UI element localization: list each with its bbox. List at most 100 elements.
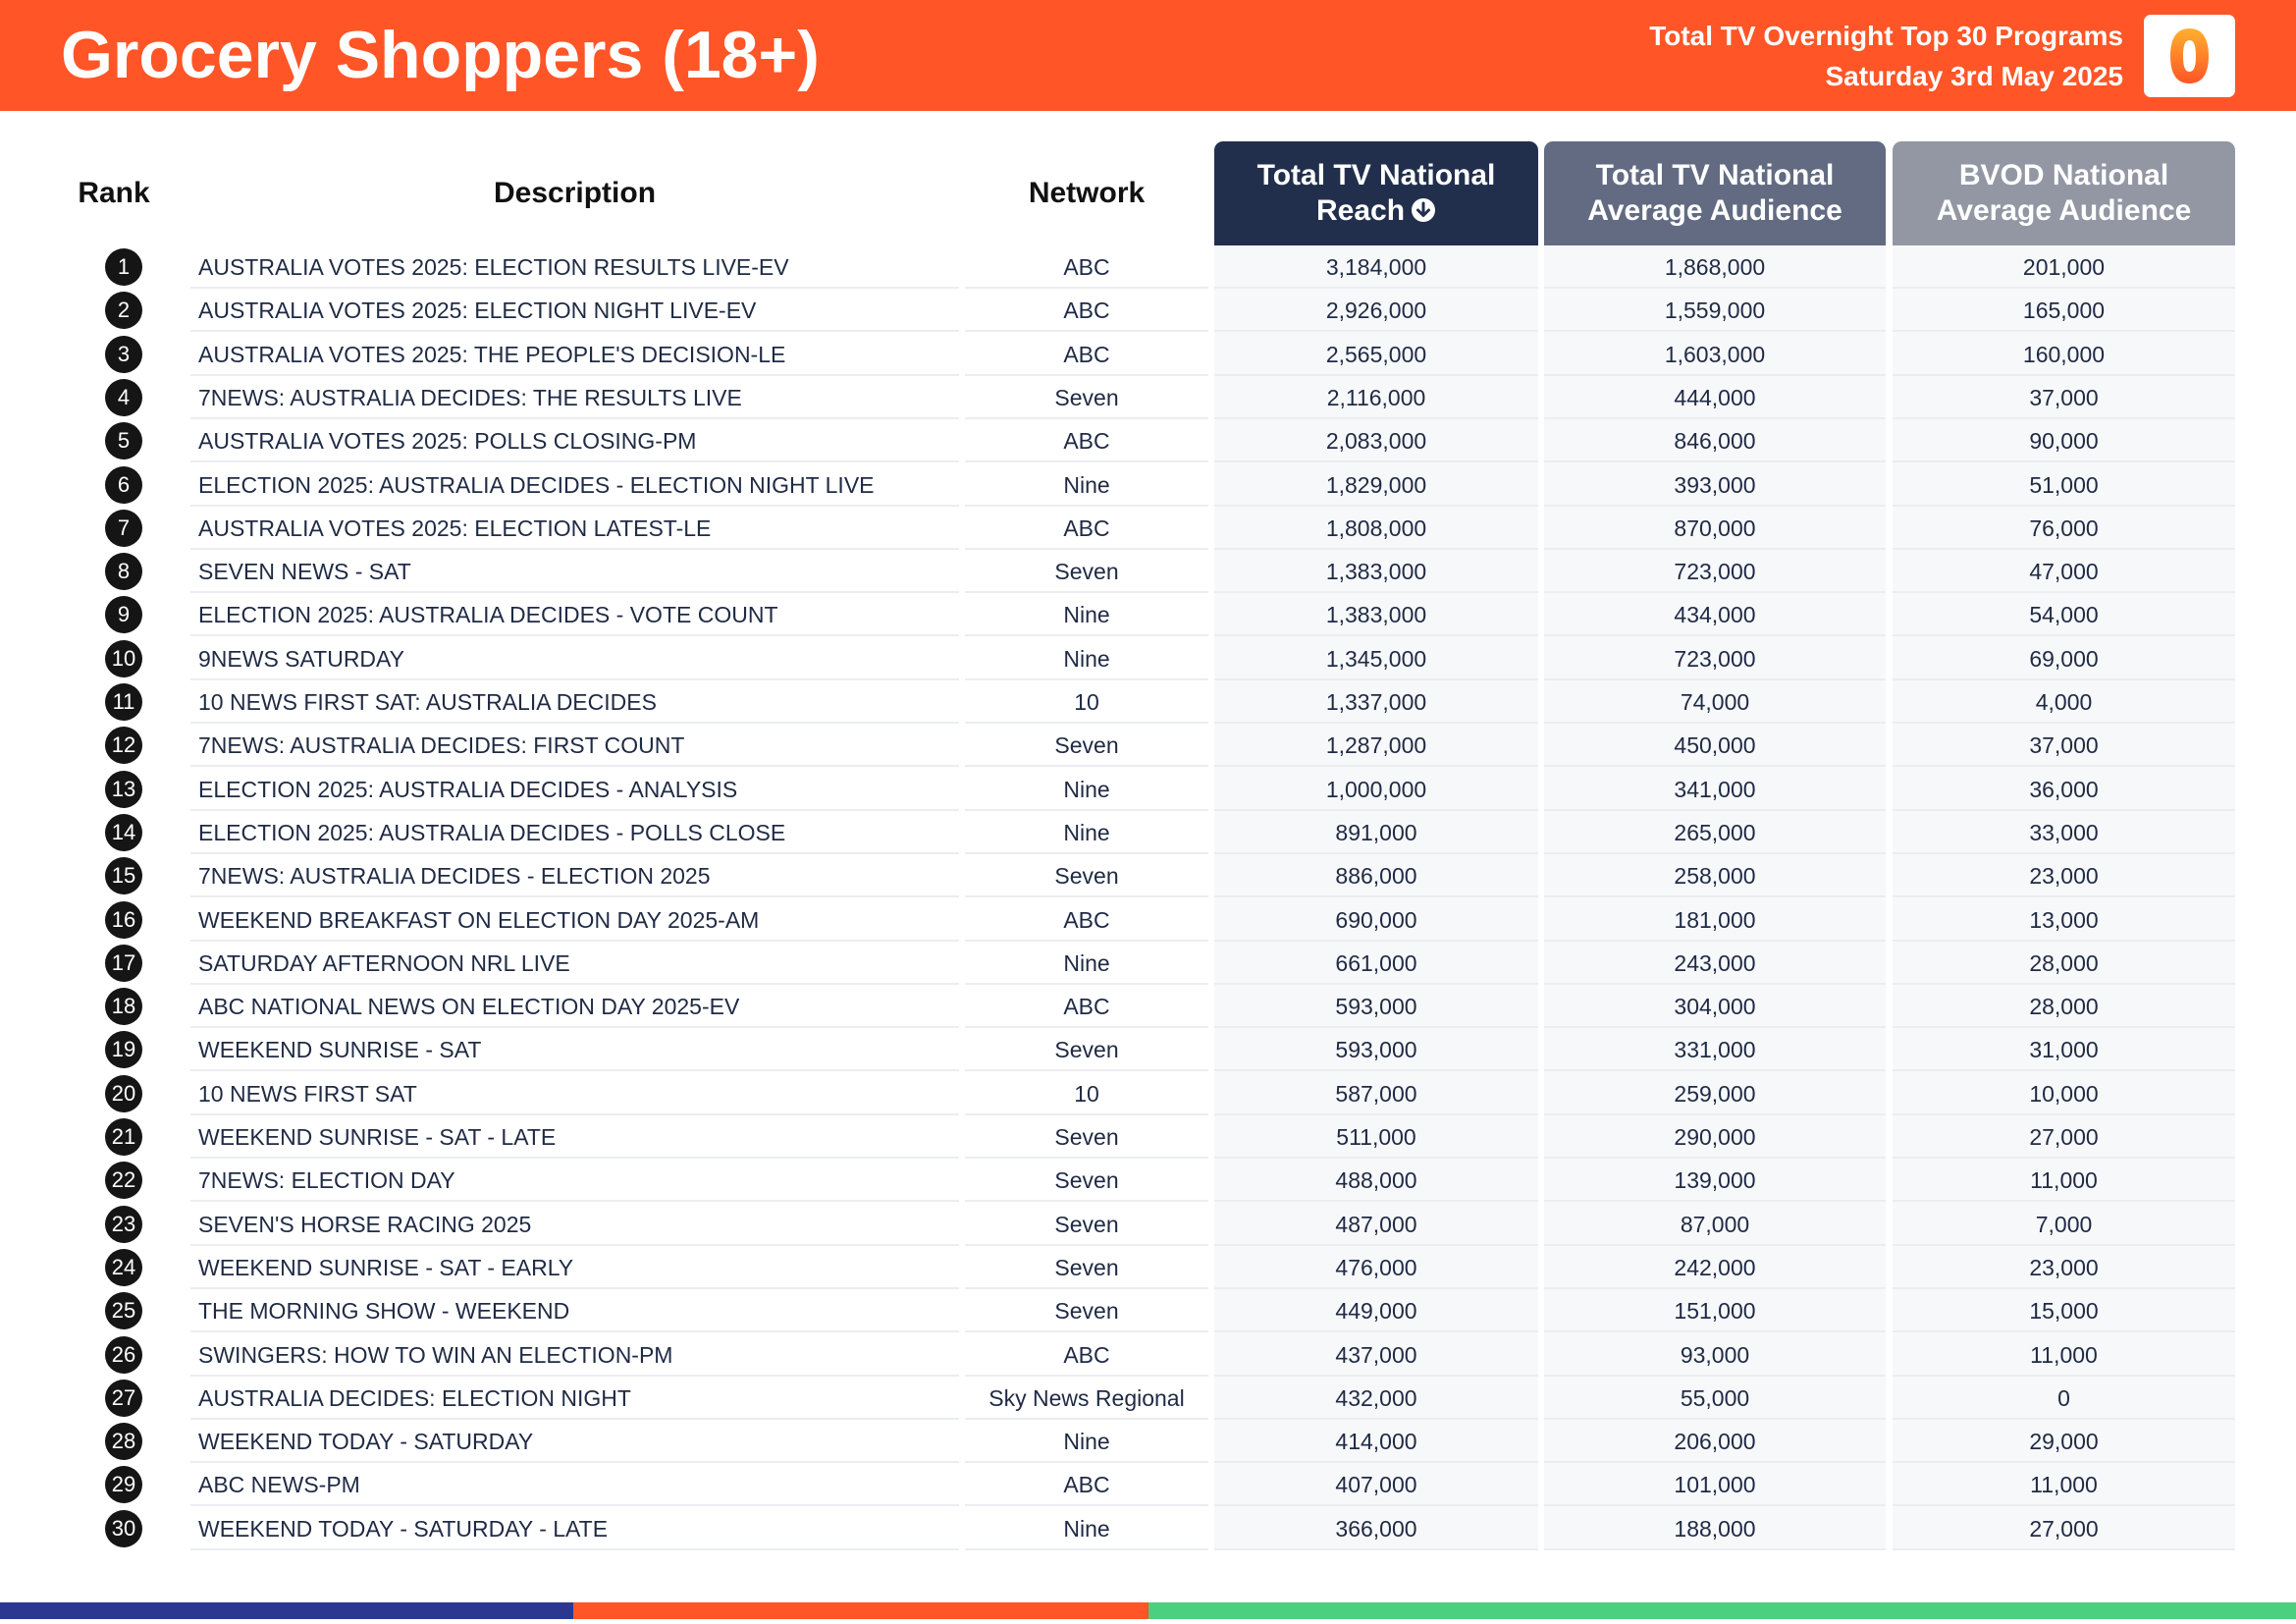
row-divider xyxy=(1214,1026,1538,1029)
network-name: ABC xyxy=(1063,1472,1110,1498)
avg-header-line1: Total TV National xyxy=(1595,159,1835,191)
average-audience-value: 181,000 xyxy=(1674,906,1756,933)
rank-badge: 8 xyxy=(105,553,142,591)
table-row[interactable]: 11 10 NEWS FIRST SAT: AUSTRALIA DECIDES 10… xyxy=(0,680,2296,724)
row-divider xyxy=(1214,416,1538,419)
table-row[interactable]: 19 WEEKEND SUNRISE - SAT Seven 593,000 331,0… xyxy=(0,1028,2296,1072)
table-row[interactable]: 1 AUSTRALIA VOTES 2025: ELECTION RESULTS … xyxy=(0,245,2296,289)
reach-value: 3,184,000 xyxy=(1325,254,1427,280)
row-divider xyxy=(1544,330,1886,333)
table-row[interactable]: 27 AUSTRALIA DECIDES: ELECTION NIGHT Sky N… xyxy=(0,1377,2296,1420)
table-row[interactable]: 6 ELECTION 2025: AUSTRALIA DECIDES - ELEC… xyxy=(0,463,2296,507)
row-divider xyxy=(1544,1112,1886,1115)
row-divider xyxy=(1214,1504,1538,1507)
table-row[interactable]: 15 7NEWS: AUSTRALIA DECIDES - ELECTION 20… xyxy=(0,854,2296,898)
program-description: ABC NATIONAL NEWS ON ELECTION DAY 2025-E… xyxy=(198,994,740,1020)
sort-descending-icon[interactable] xyxy=(1411,197,1436,223)
reach-value: 432,000 xyxy=(1335,1384,1417,1411)
reach-value: 690,000 xyxy=(1335,906,1417,933)
average-audience-value: 1,868,000 xyxy=(1664,254,1766,280)
row-divider xyxy=(1544,1026,1886,1029)
table-row[interactable]: 16 WEEKEND BREAKFAST ON ELECTION DAY 2025… xyxy=(0,898,2296,942)
table-row[interactable]: 23 SEVEN'S HORSE RACING 2025 Seven 487,000 8… xyxy=(0,1203,2296,1246)
program-description: SWINGERS: HOW TO WIN AN ELECTION-PM xyxy=(198,1341,673,1368)
program-description: WEEKEND SUNRISE - SAT - LATE xyxy=(198,1124,557,1150)
row-divider xyxy=(190,1504,959,1507)
table-row[interactable]: 30 WEEKEND TODAY - SATURDAY - LATE Nine 366… xyxy=(0,1507,2296,1550)
network-name: 10 xyxy=(1074,689,1099,715)
row-divider xyxy=(1893,851,2235,854)
column-header-average-audience[interactable]: Total TV National Average Audience xyxy=(1544,141,1886,245)
table-row[interactable]: 8 SEVEN NEWS - SAT Seven 1,383,000 723,000 47… xyxy=(0,550,2296,594)
row-divider xyxy=(190,1286,959,1289)
table-row[interactable]: 10 9NEWS SATURDAY Nine 1,345,000 723,000 69,0… xyxy=(0,637,2296,680)
row-divider xyxy=(965,851,1208,854)
reach-value: 1,383,000 xyxy=(1325,602,1427,628)
program-description: 7NEWS: AUSTRALIA DECIDES - ELECTION 2025 xyxy=(198,863,711,890)
column-header-bvod[interactable]: BVOD National Average Audience xyxy=(1893,141,2235,245)
reach-value: 366,000 xyxy=(1335,1515,1417,1542)
bvod-value: 160,000 xyxy=(2022,341,2106,367)
table-row[interactable]: 9 ELECTION 2025: AUSTRALIA DECIDES - VOTE… xyxy=(0,593,2296,637)
table-row[interactable]: 24 WEEKEND SUNRISE - SAT - EARLY Seven 476,… xyxy=(0,1246,2296,1289)
bvod-value: 15,000 xyxy=(2029,1298,2099,1325)
table-row[interactable]: 20 10 NEWS FIRST SAT 10 587,000 259,000 10,00… xyxy=(0,1072,2296,1115)
table-row[interactable]: 3 AUSTRALIA VOTES 2025: THE PEOPLE'S DECI… xyxy=(0,333,2296,376)
average-audience-value: 74,000 xyxy=(1680,689,1750,715)
network-name: Nine xyxy=(1063,602,1110,628)
table-row[interactable]: 18 ABC NATIONAL NEWS ON ELECTION DAY 2025… xyxy=(0,985,2296,1029)
row-divider xyxy=(190,373,959,376)
row-divider xyxy=(1893,1374,2235,1377)
row-divider xyxy=(965,1504,1208,1507)
program-description: 10 NEWS FIRST SAT: AUSTRALIA DECIDES xyxy=(198,689,657,715)
column-header-description[interactable]: Description xyxy=(493,177,657,209)
rank-badge: 4 xyxy=(105,378,142,416)
reach-value: 487,000 xyxy=(1335,1211,1417,1237)
row-divider xyxy=(1544,808,1886,811)
table-row[interactable]: 17 SATURDAY AFTERNOON NRL LIVE Nine 661,000… xyxy=(0,942,2296,985)
table-row[interactable]: 29 ABC NEWS-PM ABC 407,000 101,000 11,000 xyxy=(0,1463,2296,1507)
average-audience-value: 341,000 xyxy=(1674,776,1756,802)
table-row[interactable]: 2 AUSTRALIA VOTES 2025: ELECTION NIGHT LI… xyxy=(0,289,2296,333)
table-row[interactable]: 21 WEEKEND SUNRISE - SAT - LATE Seven 511,0… xyxy=(0,1115,2296,1159)
table-row[interactable]: 12 7NEWS: AUSTRALIA DECIDES: FIRST COUNT S… xyxy=(0,724,2296,768)
reach-value: 407,000 xyxy=(1335,1472,1417,1498)
reach-value: 2,083,000 xyxy=(1325,428,1427,455)
table-row[interactable]: 25 THE MORNING SHOW - WEEKEND Seven 449,000… xyxy=(0,1289,2296,1333)
rank-badge: 12 xyxy=(105,727,142,765)
column-header-network[interactable]: Network xyxy=(1028,177,1146,209)
table-row[interactable]: 7 AUSTRALIA VOTES 2025: ELECTION LATEST-L… xyxy=(0,507,2296,550)
row-divider xyxy=(1893,677,2235,680)
row-divider xyxy=(1893,939,2235,942)
network-name: ABC xyxy=(1063,514,1110,541)
table-row[interactable]: 26 SWINGERS: HOW TO WIN AN ELECTION-PM ABC… xyxy=(0,1333,2296,1377)
network-name: Seven xyxy=(1054,732,1119,759)
table-row[interactable]: 5 AUSTRALIA VOTES 2025: POLLS CLOSING-PM A… xyxy=(0,419,2296,463)
table-row[interactable]: 22 7NEWS: ELECTION DAY Seven 488,000 139,000… xyxy=(0,1159,2296,1203)
row-divider xyxy=(965,1200,1208,1203)
row-divider xyxy=(965,504,1208,507)
row-divider xyxy=(1893,330,2235,333)
column-header-rank[interactable]: Rank xyxy=(78,177,150,209)
row-divider xyxy=(1544,895,1886,898)
row-divider xyxy=(1214,765,1538,768)
average-audience-value: 434,000 xyxy=(1674,602,1756,628)
row-divider xyxy=(190,1374,959,1377)
row-divider xyxy=(1544,504,1886,507)
column-header-reach[interactable]: Total TV National Reach xyxy=(1214,141,1538,245)
table-row[interactable]: 28 WEEKEND TODAY - SATURDAY Nine 414,000 206… xyxy=(0,1420,2296,1464)
row-divider xyxy=(1214,373,1538,376)
average-audience-value: 139,000 xyxy=(1674,1167,1756,1194)
table-row[interactable]: 14 ELECTION 2025: AUSTRALIA DECIDES - POL… xyxy=(0,811,2296,854)
row-divider xyxy=(965,634,1208,637)
network-name: ABC xyxy=(1063,254,1110,280)
table-row[interactable]: 4 7NEWS: AUSTRALIA DECIDES: THE RESULTS L… xyxy=(0,376,2296,419)
rank-badge: 7 xyxy=(105,509,142,547)
row-divider xyxy=(965,765,1208,768)
bvod-value: 11,000 xyxy=(2030,1472,2098,1498)
average-audience-value: 723,000 xyxy=(1674,645,1756,672)
row-divider xyxy=(190,1069,959,1072)
table-row[interactable]: 13 ELECTION 2025: AUSTRALIA DECIDES - ANA… xyxy=(0,768,2296,811)
network-name: ABC xyxy=(1063,1341,1110,1368)
row-divider xyxy=(1893,1112,2235,1115)
